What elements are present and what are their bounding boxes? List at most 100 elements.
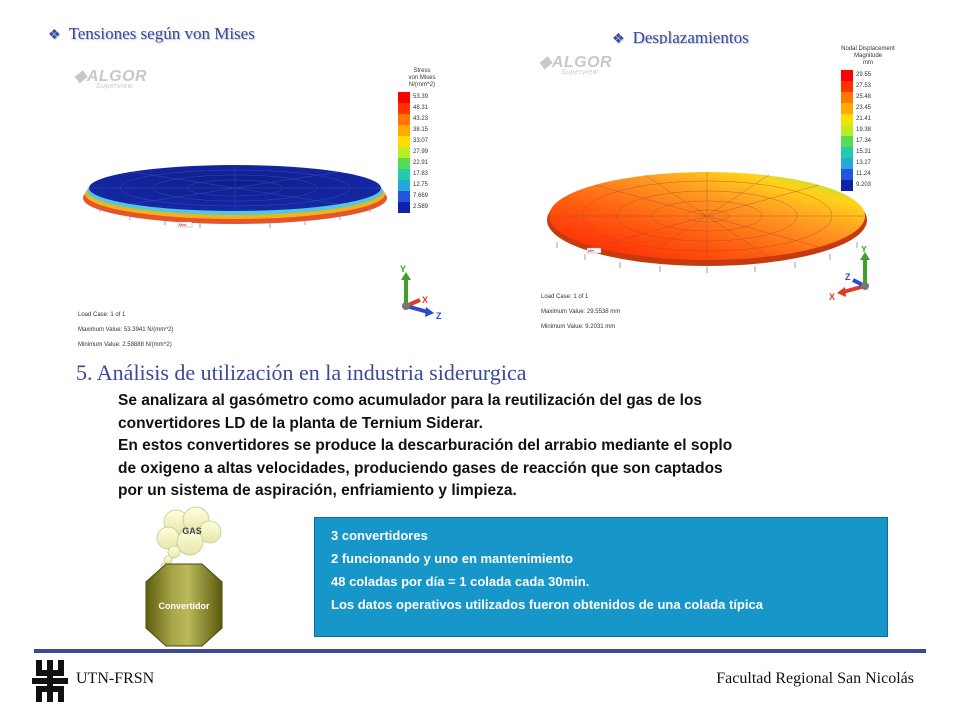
legend-value: 9.203: [856, 182, 872, 188]
legend-title-line: Nodal Displacement: [841, 46, 895, 52]
legend-value: 38.15: [413, 127, 429, 133]
load-case-text: Load Case: 1 of 1: [541, 294, 589, 300]
stress-axis-triad: Y X Z: [400, 264, 442, 320]
stress-disc-model: Max: [83, 165, 387, 228]
legend-swatch: [841, 158, 853, 169]
stress-legend-title: Stress von Mises N/(mm^2): [398, 68, 446, 89]
footer-divider: [34, 649, 926, 653]
legend-value: 17.34: [856, 138, 872, 144]
algor-brand: ALGOR: [86, 68, 148, 85]
max-value-text: Maximum Value: 53.3941 N/(mm^2): [78, 327, 174, 333]
legend-swatch: [398, 158, 410, 169]
legend-value: 53.39: [413, 94, 429, 100]
displacement-legend-values: 29.55 27.53 25.48 23.45 21.41 19.38 17.34 15.31…: [856, 70, 871, 191]
legend-swatch: [398, 180, 410, 191]
footer-faculty: Facultad Regional San Nicolás: [716, 670, 914, 687]
algor-brand: ALGOR: [551, 54, 613, 71]
legend-title-line: mm: [863, 60, 873, 66]
legend-value: 2.589: [413, 204, 429, 210]
legend-swatch: [841, 103, 853, 114]
legend-swatch: [841, 169, 853, 180]
axis-x-label: X: [422, 295, 428, 305]
legend-swatch: [841, 70, 853, 81]
legend-value: 7.669: [413, 193, 429, 199]
legend-swatch: [841, 81, 853, 92]
legend-swatch: [841, 114, 853, 125]
legend-swatch: [398, 92, 410, 103]
legend-swatch: [398, 147, 410, 158]
stress-run-info: Load Case: 1 of 1 Maximum Value: 53.3941…: [78, 310, 173, 351]
utn-logo-icon: [32, 660, 68, 702]
algor-brand-sub: Superview: [561, 69, 599, 76]
displacement-heading: ❖ Desplazamientos: [612, 28, 749, 48]
legend-title-line: Stress: [413, 68, 431, 74]
operating-data-line: Los datos operativos utilizados fueron o…: [331, 597, 763, 612]
stress-legend-colorbar: [398, 92, 410, 213]
displacement-legend-colorbar: [841, 70, 853, 191]
paragraph-line: En estos convertidores se produce la des…: [118, 437, 733, 454]
algor-logo: ◆ALGOR Superview: [74, 66, 147, 90]
operating-data-box: 3 convertidores 2 funcionando y uno en m…: [314, 517, 888, 637]
min-marker-label: Min: [588, 248, 594, 253]
legend-swatch: [841, 125, 853, 136]
max-marker-label: Max: [179, 222, 187, 227]
axis-y-label: Y: [400, 264, 406, 274]
axis-y-label: Y: [861, 246, 867, 254]
legend-swatch: [398, 125, 410, 136]
legend-swatch: [841, 92, 853, 103]
operating-data-line: 3 convertidores: [331, 528, 428, 543]
legend-value: 15.31: [856, 149, 872, 155]
converter-label: Convertidor: [158, 601, 210, 611]
converter-diagram: GAS Convertidor: [145, 506, 223, 647]
legend-value: 19.38: [856, 127, 872, 133]
legend-value: 27.99: [413, 149, 429, 155]
operating-data-list: 3 convertidores 2 funcionando y uno en m…: [315, 518, 887, 616]
legend-value: 21.41: [856, 116, 872, 122]
legend-value: 12.75: [413, 182, 429, 188]
algor-brand-sub: Superview: [96, 83, 134, 90]
stress-heading: ❖ Tensiones según von Mises: [48, 24, 255, 44]
legend-value: 13.27: [856, 160, 872, 166]
converter-vessel-shape: [145, 563, 223, 647]
paragraph-line: convertidores LD de la planta de Ternium…: [118, 414, 483, 432]
stress-heading-text: Tensiones según von Mises: [68, 24, 255, 43]
legend-title-line: N/(mm^2): [408, 82, 436, 88]
legend-swatch: [398, 114, 410, 125]
axis-x-label: X: [829, 292, 835, 302]
legend-swatch: [841, 180, 853, 191]
axis-z-label: Z: [845, 272, 851, 282]
legend-value: 11.24: [856, 171, 871, 177]
operating-data-line: 2 funcionando y uno en mantenimiento: [331, 551, 573, 566]
stress-result-panel: ◆ALGOR Superview Stress von Mises N/(mm^…: [70, 56, 450, 348]
stress-legend: Stress von Mises N/(mm^2) 53.39 48.31 43.2…: [398, 68, 446, 213]
load-case-text: Load Case: 1 of 1: [78, 312, 126, 318]
section-title: 5. Análisis de utilización en la industr…: [76, 360, 527, 385]
displacement-axis-triad: Y X Z: [829, 246, 870, 302]
legend-value: 23.45: [856, 105, 872, 111]
paragraph-line: por un sistema de aspiración, enfriamien…: [118, 482, 517, 499]
paragraph-line: Se analizara al gasómetro como acumulado…: [118, 392, 703, 409]
axis-z-label: Z: [436, 311, 442, 320]
diamond-bullet-icon: ❖: [612, 32, 625, 47]
displacement-disc-model: Min: [547, 172, 867, 273]
footer-institution: UTN-FRSN: [76, 670, 155, 687]
legend-swatch: [841, 147, 853, 158]
algor-logo-icon: ◆: [539, 54, 552, 71]
legend-swatch: [398, 202, 410, 213]
displacement-legend-title: Nodal Displacement Magnitude mm: [841, 46, 895, 67]
algor-logo: ◆ALGOR Superview: [539, 52, 612, 76]
legend-swatch: [841, 136, 853, 147]
legend-value: 33.07: [413, 138, 429, 144]
legend-value: 29.55: [856, 72, 872, 78]
stress-legend-values: 53.39 48.31 43.23 38.15 33.07 27.99 22.91 17.83…: [413, 92, 428, 213]
min-value-text: Minimum Value: 2.58888 N/(mm^2): [78, 342, 172, 348]
algor-logo-icon: ◆: [74, 68, 87, 85]
legend-title-line: von Mises: [408, 75, 436, 81]
legend-swatch: [398, 103, 410, 114]
displacement-run-info: Load Case: 1 of 1 Maximum Value: 29.5538…: [541, 292, 620, 333]
legend-value: 43.23: [413, 116, 429, 122]
min-value-text: Minimum Value: 9.2031 mm: [541, 324, 616, 330]
gas-label: GAS: [182, 526, 202, 536]
legend-value: 25.48: [856, 94, 872, 100]
displacement-heading-text: Desplazamientos: [632, 28, 749, 47]
